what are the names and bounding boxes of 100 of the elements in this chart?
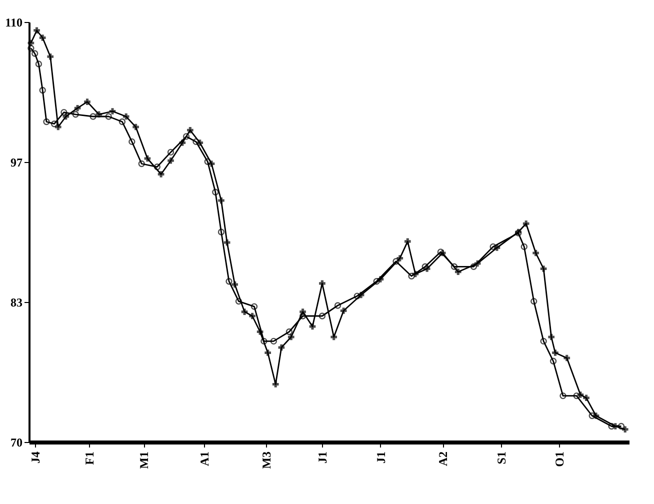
point <box>132 124 139 130</box>
y-tick-label: 70 <box>10 436 22 450</box>
point <box>28 40 34 46</box>
point <box>548 334 554 340</box>
point <box>128 138 136 146</box>
point <box>74 104 81 112</box>
point <box>34 27 40 34</box>
x-tick-label: A2 <box>436 452 450 466</box>
point <box>612 423 619 430</box>
point <box>392 258 400 265</box>
point <box>43 118 50 126</box>
point <box>358 292 364 298</box>
point <box>309 323 316 330</box>
point <box>226 278 232 285</box>
point <box>530 298 538 305</box>
x-tick-label: A1 <box>197 452 212 466</box>
point <box>250 303 258 310</box>
point <box>168 157 174 164</box>
point <box>319 280 326 287</box>
point <box>84 98 90 105</box>
point <box>422 263 428 270</box>
point <box>450 263 458 270</box>
x-tick-label: S1 <box>494 452 508 464</box>
point <box>122 113 130 120</box>
point <box>249 312 256 320</box>
point <box>404 238 411 245</box>
point <box>196 140 204 146</box>
point <box>218 228 225 236</box>
point <box>187 126 194 134</box>
point <box>109 108 116 114</box>
point <box>167 148 174 156</box>
point <box>334 302 342 309</box>
point <box>424 266 430 272</box>
point <box>39 86 46 94</box>
point <box>212 188 219 196</box>
point <box>396 255 404 262</box>
point <box>552 350 558 356</box>
point <box>179 140 186 146</box>
point <box>54 124 62 130</box>
x-tick-label: J4 <box>28 452 42 464</box>
x-tick-label: O1 <box>552 452 567 467</box>
point <box>564 354 570 362</box>
x-tick-label: M1 <box>137 452 152 469</box>
point <box>288 334 294 340</box>
point <box>218 197 224 204</box>
point <box>300 308 306 315</box>
point <box>330 334 338 340</box>
point <box>577 392 584 398</box>
point <box>532 250 539 256</box>
point <box>377 276 384 282</box>
point <box>204 158 211 165</box>
point <box>272 381 279 388</box>
y-tick-label: 97 <box>10 155 22 170</box>
y-tick-label: 83 <box>10 296 22 310</box>
point <box>50 120 58 128</box>
point <box>622 426 628 433</box>
x-tick-label: J1 <box>374 452 388 464</box>
point <box>490 243 496 250</box>
point <box>278 344 285 351</box>
point <box>39 34 46 41</box>
point <box>90 113 96 120</box>
point <box>354 292 360 300</box>
point <box>224 239 230 246</box>
point <box>264 350 271 356</box>
x-tick-label: J1 <box>316 452 330 464</box>
point <box>62 113 70 120</box>
point <box>208 160 215 167</box>
point <box>540 338 547 345</box>
point <box>105 113 112 120</box>
point <box>192 138 200 146</box>
y-tick-label: 110 <box>5 16 22 30</box>
point <box>588 412 596 420</box>
point <box>340 308 347 314</box>
point <box>412 270 419 278</box>
point <box>608 422 615 430</box>
point <box>408 272 415 280</box>
point <box>573 392 580 400</box>
point <box>270 338 277 345</box>
point <box>47 53 54 60</box>
point <box>494 244 500 251</box>
point <box>318 312 326 320</box>
point <box>144 155 151 162</box>
point <box>158 171 164 178</box>
point <box>60 108 68 116</box>
point <box>118 118 126 126</box>
point <box>592 412 600 419</box>
point <box>470 263 477 270</box>
point <box>299 312 306 320</box>
point <box>138 160 145 168</box>
point <box>35 60 42 68</box>
point <box>520 243 528 250</box>
point <box>241 308 248 315</box>
point <box>154 164 160 170</box>
x-tick-label: F1 <box>82 452 97 465</box>
point <box>583 394 590 402</box>
point <box>31 50 38 57</box>
point <box>182 133 190 140</box>
point <box>260 338 268 345</box>
point <box>96 111 102 118</box>
x-tick-label: M3 <box>259 452 274 469</box>
